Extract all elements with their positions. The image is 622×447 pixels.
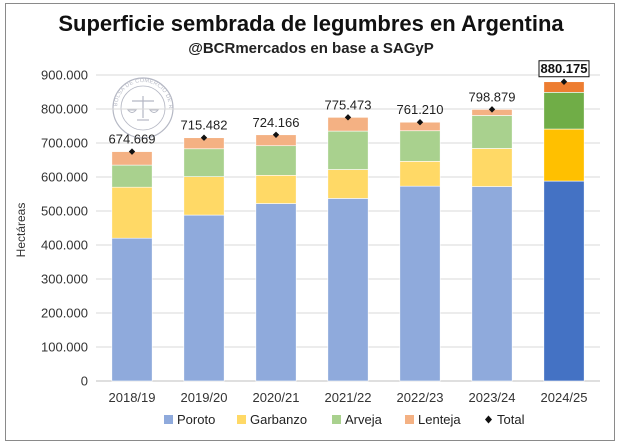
bar-segment-poroto: [399, 185, 441, 382]
total-label: 761.210: [397, 102, 444, 117]
y-tick-label: 800.000: [41, 102, 88, 117]
total-marker: [416, 118, 424, 126]
y-tick-label: 400.000: [41, 238, 88, 253]
legend-label: Total: [497, 412, 525, 427]
y-axis-label: Hectáreas: [14, 203, 28, 258]
bar-segment-garbanzo: [327, 169, 369, 199]
bar-segment-arveja: [471, 115, 513, 149]
bar-segment-arveja: [183, 148, 225, 177]
chart-frame: [5, 3, 615, 441]
legend-label: Garbanzo: [250, 412, 307, 427]
total-label: 674.669: [109, 132, 156, 147]
bars: [111, 81, 585, 382]
bar-segment-poroto: [327, 198, 369, 382]
bar-segment-poroto: [183, 214, 225, 382]
total-marker: [200, 134, 208, 141]
x-tick-label: 2020/21: [253, 390, 300, 405]
bar-segment-arveja: [327, 130, 369, 170]
total-label-box: [538, 60, 590, 78]
bar-segment-garbanzo: [543, 128, 585, 182]
bar-segment-arveja: [255, 145, 297, 176]
legend-swatch-arveja: [332, 415, 341, 424]
watermark-outer-ring: [112, 77, 174, 139]
total-marker: [344, 114, 352, 121]
legend-label: Poroto: [177, 412, 215, 427]
legend-swatch-poroto: [164, 415, 173, 424]
y-tick-label: 100.000: [41, 340, 88, 355]
x-tick-label: 2022/23: [397, 390, 444, 405]
x-tick-label: 2019/20: [181, 390, 228, 405]
y-axis-ticks: 0 100.000 200.000 300.000 400.000 500.000 600.…: [41, 68, 88, 389]
bar-segment-garbanzo: [111, 186, 153, 239]
bar-segment-poroto: [471, 186, 513, 382]
legend-label: Lenteja: [418, 412, 461, 427]
x-tick-label: 2023/24: [469, 390, 516, 405]
watermark-emblem: [148, 109, 160, 113]
total-markers: 674.669 715.482 724.166 775.473 761.210 798.8…: [109, 60, 590, 155]
bar-segment-garbanzo: [399, 161, 441, 187]
total-label: 715.482: [181, 118, 228, 133]
bar-segment-poroto: [543, 180, 585, 382]
bar-segment-garbanzo: [471, 148, 513, 187]
legend-swatch-garbanzo: [237, 415, 246, 424]
bar-segment-arveja: [111, 164, 153, 188]
total-label: 880.175: [541, 61, 588, 76]
total-label: 724.166: [253, 115, 300, 130]
legend-label: Arveja: [345, 412, 383, 427]
y-tick-label: 700.000: [41, 136, 88, 151]
chart-subtitle: @BCRmercados en base a SAGyP: [188, 40, 434, 57]
watermark-inner-ring: [120, 85, 166, 131]
chart-title: Superficie sembrada de legumbres en Arge…: [58, 11, 564, 36]
total-marker: [128, 148, 136, 155]
legend: Poroto Garbanzo Arveja Lenteja Total: [164, 412, 525, 427]
x-tick-label: 2018/19: [109, 390, 156, 405]
x-tick-label: 2021/22: [325, 390, 372, 405]
legend-swatch-lenteja: [405, 415, 414, 424]
bar-segment-arveja: [399, 130, 441, 162]
total-marker: [560, 78, 568, 85]
legend-swatch-total: [485, 415, 492, 424]
y-tick-label: 500.000: [41, 204, 88, 219]
y-tick-label: 200.000: [41, 306, 88, 321]
bar-segment-garbanzo: [255, 175, 297, 204]
watermark-emblem: [126, 109, 138, 113]
total-marker: [488, 106, 496, 113]
x-tick-label: 2024/25: [541, 390, 588, 405]
y-tick-label: 300.000: [41, 272, 88, 287]
total-label: 775.473: [325, 97, 372, 112]
bar-segment-garbanzo: [183, 176, 225, 216]
y-tick-label: 0: [81, 374, 88, 389]
bar-segment-arveja: [543, 92, 585, 130]
total-marker: [272, 131, 280, 138]
bar-segment-poroto: [111, 237, 153, 382]
bar-segment-poroto: [255, 203, 297, 382]
y-tick-label: 600.000: [41, 170, 88, 185]
x-axis-ticks: 2018/19 2019/20 2020/21 2021/22 2022/23 2023/…: [109, 390, 588, 405]
total-label: 798.879: [469, 89, 516, 104]
y-tick-label: 900.000: [41, 68, 88, 83]
